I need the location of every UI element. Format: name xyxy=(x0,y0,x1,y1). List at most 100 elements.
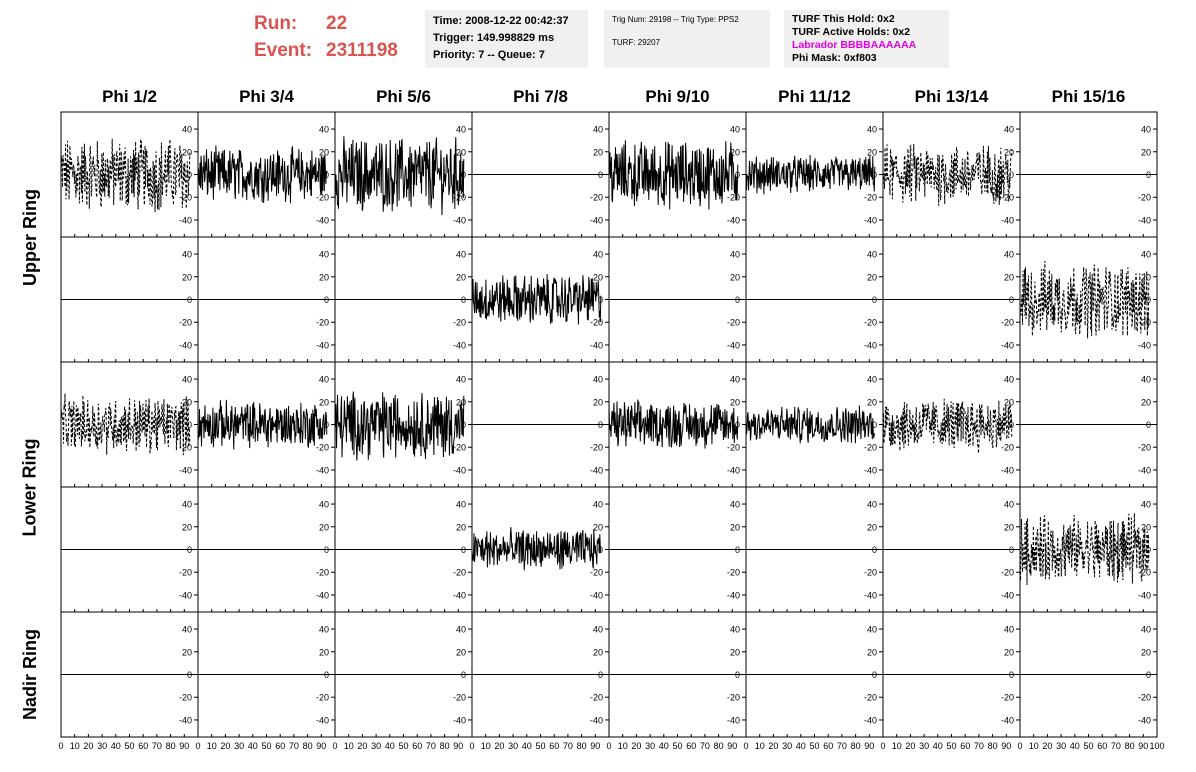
y-tick-label: 20 xyxy=(456,647,466,657)
waveform-trace xyxy=(197,399,328,450)
y-tick-label: -20 xyxy=(179,568,192,578)
x-tick-label: 60 xyxy=(549,741,559,751)
x-tick-label: 80 xyxy=(1125,741,1135,751)
y-tick-label: 0 xyxy=(187,420,192,430)
column-header-phi-1-2: Phi 1/2 xyxy=(102,87,157,106)
y-tick-label: -40 xyxy=(1138,465,1151,475)
column-header-phi-3-4: Phi 3/4 xyxy=(239,87,294,106)
waveform-trace xyxy=(608,399,739,449)
column-header-phi-15-16: Phi 15/16 xyxy=(1051,87,1126,106)
run-number: 22 xyxy=(326,13,348,34)
x-tick-label: 0 xyxy=(880,741,885,751)
x-tick-label: 70 xyxy=(426,741,436,751)
y-tick-label: -20 xyxy=(316,693,329,703)
x-tick-label: 0 xyxy=(743,741,748,751)
x-tick-label: 90 xyxy=(727,741,737,751)
y-tick-label: -40 xyxy=(179,340,192,350)
y-tick-label: -20 xyxy=(727,568,740,578)
y-tick-label: 40 xyxy=(456,250,466,260)
x-tick-label: 90 xyxy=(1138,741,1148,751)
y-tick-label: -20 xyxy=(590,318,603,328)
waveform-trace xyxy=(882,398,1013,454)
y-tick-label: 40 xyxy=(319,125,329,135)
y-tick-label: -20 xyxy=(864,193,877,203)
y-tick-label: -20 xyxy=(1001,443,1014,453)
x-tick-label: 10 xyxy=(755,741,765,751)
waveform-trace xyxy=(1019,260,1150,339)
y-tick-label: 40 xyxy=(730,625,740,635)
y-tick-label: 40 xyxy=(867,625,877,635)
x-tick-label: 90 xyxy=(590,741,600,751)
y-tick-label: -20 xyxy=(727,193,740,203)
y-tick-label: -40 xyxy=(727,715,740,725)
y-tick-label: 20 xyxy=(593,522,603,532)
y-tick-label: 40 xyxy=(319,250,329,260)
y-tick-label: 0 xyxy=(1009,170,1014,180)
x-tick-label: 10 xyxy=(1029,741,1039,751)
y-tick-label: -40 xyxy=(1001,340,1014,350)
y-tick-label: -40 xyxy=(727,590,740,600)
x-tick-label: 50 xyxy=(946,741,956,751)
y-tick-label: 20 xyxy=(867,647,877,657)
trig-num-type: Trig Num: 29198 -- Trig Type: PPS2 xyxy=(612,15,739,24)
x-tick-label: 10 xyxy=(618,741,628,751)
y-tick-label: -20 xyxy=(316,568,329,578)
time-info-panel: Time: 2008-12-22 00:42:37 Trigger: 149.9… xyxy=(425,10,588,68)
x-tick-label: 50 xyxy=(1083,741,1093,751)
column-header-phi-7-8: Phi 7/8 xyxy=(513,87,568,106)
x-tick-label: 10 xyxy=(344,741,354,751)
waveform-trace xyxy=(882,143,1013,206)
y-tick-label: -40 xyxy=(453,215,466,225)
waveform-trace xyxy=(197,145,328,204)
y-tick-label: 40 xyxy=(593,250,603,260)
y-tick-label: -40 xyxy=(1138,715,1151,725)
x-tick-label: 60 xyxy=(823,741,833,751)
x-tick-label: 80 xyxy=(988,741,998,751)
y-tick-label: 20 xyxy=(1004,147,1014,157)
y-tick-label: -40 xyxy=(453,715,466,725)
event-label: Event: xyxy=(254,40,313,61)
y-tick-label: 20 xyxy=(319,272,329,282)
x-tick-label: 0 xyxy=(58,741,63,751)
phi-mask: Phi Mask: 0xf803 xyxy=(792,52,877,64)
y-tick-label: -40 xyxy=(316,590,329,600)
column-header-phi-5-6: Phi 5/6 xyxy=(376,87,431,106)
y-tick-label: 20 xyxy=(867,147,877,157)
y-tick-label: 40 xyxy=(867,250,877,260)
x-tick-label: 40 xyxy=(1070,741,1080,751)
x-tick-label: 80 xyxy=(577,741,587,751)
y-tick-label: 20 xyxy=(1004,397,1014,407)
y-tick-label: 40 xyxy=(182,500,192,510)
y-tick-label: -20 xyxy=(1138,193,1151,203)
y-tick-label: 20 xyxy=(456,522,466,532)
y-tick-label: 40 xyxy=(593,125,603,135)
y-tick-label: 40 xyxy=(1004,250,1014,260)
y-tick-label: 40 xyxy=(867,125,877,135)
y-tick-label: 40 xyxy=(456,625,466,635)
y-tick-label: 40 xyxy=(593,500,603,510)
x-tick-label: 0 xyxy=(1017,741,1022,751)
column-header-phi-9-10: Phi 9/10 xyxy=(645,87,710,106)
y-tick-label: -20 xyxy=(590,568,603,578)
x-tick-label: 20 xyxy=(220,741,230,751)
y-tick-label: -40 xyxy=(1138,590,1151,600)
x-tick-label: 70 xyxy=(152,741,162,751)
x-tick-label: 60 xyxy=(960,741,970,751)
x-tick-label: 30 xyxy=(645,741,655,751)
column-header-phi-11-12: Phi 11/12 xyxy=(778,87,851,106)
y-tick-label: -20 xyxy=(1138,693,1151,703)
y-tick-label: 20 xyxy=(182,647,192,657)
y-tick-label: 20 xyxy=(730,147,740,157)
y-tick-label: 20 xyxy=(1141,397,1151,407)
x-tick-label: 70 xyxy=(700,741,710,751)
y-tick-label: 40 xyxy=(867,500,877,510)
y-tick-label: 40 xyxy=(593,625,603,635)
y-tick-label: 40 xyxy=(1141,125,1151,135)
y-tick-label: -20 xyxy=(1001,568,1014,578)
y-tick-label: 40 xyxy=(1141,375,1151,385)
waveform-trace xyxy=(471,527,602,571)
y-tick-label: 40 xyxy=(593,375,603,385)
y-tick-label: -40 xyxy=(453,340,466,350)
y-tick-label: 20 xyxy=(593,647,603,657)
